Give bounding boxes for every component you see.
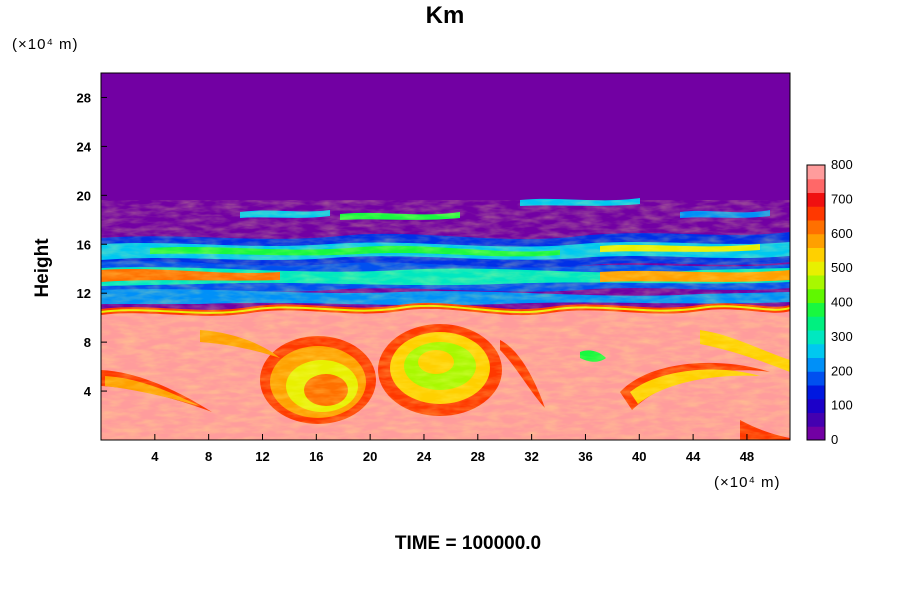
x-tick-label: 28 — [471, 449, 485, 464]
y-axis-ticks: 4 8 12 16 20 24 28 — [77, 90, 107, 399]
colorbar-swatch — [807, 316, 825, 331]
colorbar-swatch — [807, 426, 825, 441]
x-tick-label: 36 — [578, 449, 592, 464]
x-axis-unit: (×10⁴ m) — [714, 474, 781, 491]
colorbar-tick-label: 100 — [831, 398, 853, 413]
x-tick-label: 32 — [524, 449, 538, 464]
y-tick-label: 16 — [77, 237, 91, 252]
colorbar: 0 100 200 300 400 500 600 700 800 — [806, 157, 853, 447]
colorbar-swatch — [807, 302, 825, 317]
colorbar-swatch — [807, 165, 825, 180]
turbulence-texture — [101, 200, 790, 440]
y-axis-unit: (×10⁴ m) — [12, 36, 79, 53]
colorbar-swatch — [807, 330, 825, 345]
y-tick-label: 20 — [77, 188, 91, 203]
colorbar-swatch — [807, 412, 825, 427]
y-tick-label: 8 — [84, 335, 91, 350]
colorbar-swatch — [807, 385, 825, 400]
x-tick-label: 24 — [417, 449, 432, 464]
colorbar-swatch — [807, 275, 825, 290]
colorbar-swatch — [807, 261, 825, 276]
x-tick-label: 44 — [686, 449, 701, 464]
colorbar-tick-label: 0 — [831, 432, 838, 447]
y-tick-label: 28 — [77, 90, 91, 105]
y-tick-label: 12 — [77, 286, 91, 301]
colorbar-tick-label: 600 — [831, 226, 853, 241]
colorbar-swatch — [807, 192, 825, 207]
time-caption: TIME = 100000.0 — [395, 533, 541, 554]
colorbar-swatch — [807, 371, 825, 386]
colorbar-tick-label: 200 — [831, 363, 853, 378]
x-tick-label: 20 — [363, 449, 377, 464]
colorbar-tick-label: 500 — [831, 260, 853, 275]
colorbar-tick-label: 800 — [831, 157, 853, 172]
x-tick-label: 12 — [255, 449, 269, 464]
colorbar-tick-label: 400 — [831, 295, 853, 310]
colorbar-swatch — [807, 247, 825, 262]
y-tick-label: 4 — [84, 384, 92, 399]
colorbar-swatch — [807, 206, 825, 221]
x-tick-label: 16 — [309, 449, 323, 464]
x-axis-ticks: 4 8 12 16 20 24 28 32 36 40 44 48 — [151, 434, 754, 464]
colorbar-swatch — [807, 233, 825, 248]
y-axis-label: Height — [32, 238, 53, 298]
colorbar-swatch — [807, 343, 825, 358]
plot-frame — [100, 72, 791, 441]
x-tick-label: 40 — [632, 449, 646, 464]
y-tick-label: 24 — [77, 139, 92, 154]
x-tick-label: 4 — [151, 449, 159, 464]
colorbar-swatch — [807, 220, 825, 235]
colorbar-swatch — [807, 398, 825, 413]
chart-title: Km — [426, 2, 465, 29]
colorbar-tick-label: 300 — [831, 329, 853, 344]
colorbar-frame — [806, 164, 826, 441]
plot-area — [101, 73, 790, 440]
colorbar-swatch — [807, 178, 825, 193]
x-tick-label: 48 — [740, 449, 754, 464]
colorbar-swatch — [807, 288, 825, 303]
x-tick-label: 8 — [205, 449, 212, 464]
colorbar-swatch — [807, 357, 825, 372]
colorbar-tick-label: 700 — [831, 191, 853, 206]
